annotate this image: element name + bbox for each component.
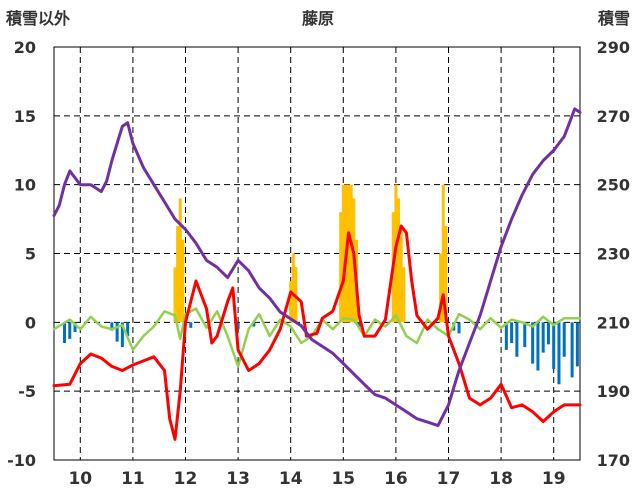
x-tick-label: 14 xyxy=(279,469,303,489)
right-tick-label: 250 xyxy=(597,176,630,195)
negative-bar xyxy=(515,322,519,357)
negative-bar xyxy=(457,322,461,334)
left-axis-title: 積雪以外 xyxy=(5,9,70,28)
negative-bar xyxy=(252,322,256,327)
precipitation-bar xyxy=(339,212,343,323)
negative-bar xyxy=(357,322,361,327)
negative-bar xyxy=(536,322,540,371)
precipitation-bar xyxy=(178,198,182,323)
x-tick-label: 12 xyxy=(174,469,198,489)
negative-bar xyxy=(504,322,508,350)
negative-bar xyxy=(236,322,240,330)
right-axis-title: 積雪 xyxy=(597,9,630,28)
negative-bar xyxy=(531,322,535,364)
negative-bar xyxy=(63,322,67,343)
negative-bar xyxy=(189,322,193,328)
negative-bar xyxy=(570,322,574,378)
negative-bar xyxy=(562,322,566,357)
x-tick-label: 15 xyxy=(331,469,355,489)
precipitation-bar xyxy=(349,184,353,323)
precipitation-bar xyxy=(181,239,185,323)
negative-bar xyxy=(510,322,514,343)
negative-bar xyxy=(541,322,545,353)
negative-bar xyxy=(552,322,556,370)
right-tick-label: 190 xyxy=(597,382,630,401)
right-tick-label: 210 xyxy=(597,313,630,332)
x-tick-label: 18 xyxy=(489,469,513,489)
x-tick-label: 16 xyxy=(384,469,408,489)
chart-title: 藤原 xyxy=(302,9,334,28)
negative-bar xyxy=(557,322,561,385)
left-tick-label: -10 xyxy=(7,451,36,470)
negative-bar xyxy=(68,322,72,339)
gridlines xyxy=(54,46,580,461)
right-tick-label: 170 xyxy=(597,451,630,470)
temperature-line xyxy=(52,224,582,441)
line-series xyxy=(52,107,582,441)
right-tick-label: 290 xyxy=(597,38,630,57)
precipitation-bar xyxy=(289,281,293,323)
negative-bar xyxy=(73,322,77,332)
precipitation-bar xyxy=(176,225,180,323)
right-tick-label: 230 xyxy=(597,245,630,264)
left-tick-label: 20 xyxy=(14,38,36,57)
precipitation-bar xyxy=(399,225,403,323)
precipitation-bar xyxy=(441,184,445,323)
precipitation-bar xyxy=(341,184,345,323)
right-tick-label: 270 xyxy=(597,107,630,126)
x-tick-label: 17 xyxy=(437,469,461,489)
x-tick-label: 19 xyxy=(542,469,566,489)
precipitation-bar xyxy=(439,253,443,323)
precipitation-bar xyxy=(444,225,448,323)
x-tick-label: 10 xyxy=(68,469,92,489)
bar-series xyxy=(63,184,579,385)
x-tick-label: 11 xyxy=(121,469,145,489)
left-tick-label: -5 xyxy=(18,382,36,401)
precipitation-bar xyxy=(402,267,406,323)
negative-bar xyxy=(115,322,119,342)
snow-depth-line xyxy=(52,107,582,428)
negative-bar xyxy=(523,322,527,348)
left-tick-label: 15 xyxy=(14,107,36,126)
tick-labels: 20 290 15 270 10 250 5 230 0 210 -5 190 -10 170 10 11 12… xyxy=(7,38,630,489)
precipitation-bar xyxy=(291,253,295,323)
negative-bar xyxy=(546,322,550,345)
precipitation-bar xyxy=(397,198,401,323)
negative-bar xyxy=(120,322,124,348)
precipitation-bar xyxy=(294,267,298,323)
left-tick-label: 0 xyxy=(25,313,36,332)
left-tick-label: 5 xyxy=(25,245,36,264)
negative-bar xyxy=(110,322,114,331)
negative-bar xyxy=(575,322,579,367)
left-tick-label: 10 xyxy=(14,176,36,195)
x-tick-label: 13 xyxy=(226,469,250,489)
precipitation-bar xyxy=(347,184,351,323)
precipitation-bar xyxy=(173,267,177,323)
negative-bar xyxy=(126,322,130,337)
